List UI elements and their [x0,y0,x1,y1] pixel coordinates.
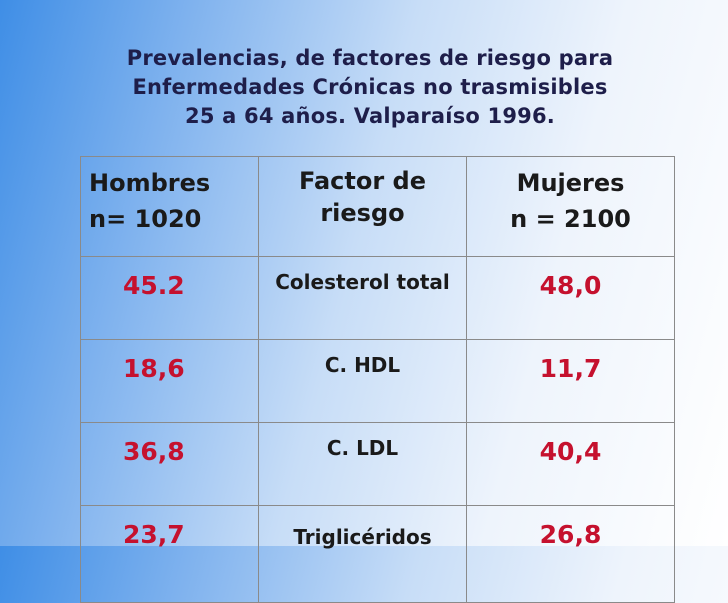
mujeres-value: 40,4 [466,422,675,506]
factor-label: C. LDL [258,422,467,506]
factor-label: Colesterol total [258,256,467,340]
table-row: 36,8 C. LDL 40,4 [80,422,675,506]
header-mujeres-n: n = 2100 [510,205,631,233]
table-row: 18,6 C. HDL 11,7 [80,339,675,423]
hombres-value: 36,8 [80,422,259,506]
hombres-value: 18,6 [80,339,259,423]
hombres-value: 23,7 [80,505,259,603]
title-line-1: Prevalencias, de factores de riesgo para [126,46,614,70]
header-hombres: Hombres n= 1020 [80,156,259,257]
mujeres-value: 48,0 [466,256,675,340]
header-factor: Factor de riesgo [258,156,467,257]
mujeres-value: 26,8 [466,505,675,603]
header-mujeres-label: Mujeres [516,169,625,197]
table-header-row: Hombres n= 1020 Factor de riesgo Mujeres… [80,156,675,257]
title-line-3: 25 a 64 años. Valparaíso 1996. [185,104,555,128]
mujeres-value: 11,7 [466,339,675,423]
hombres-value: 45.2 [80,256,259,340]
header-mujeres: Mujeres n = 2100 [466,156,675,257]
prevalence-table: Hombres n= 1020 Factor de riesgo Mujeres… [80,156,675,603]
table-row: 23,7 Triglicéridos 26,8 [80,505,675,603]
factor-label: C. HDL [258,339,467,423]
factor-label: Triglicéridos [258,505,467,603]
header-hombres-n: n= 1020 [89,205,202,233]
header-hombres-label: Hombres [89,169,211,197]
title-line-2: Enfermedades Crónicas no trasmisibles [132,75,608,99]
slide-title: Prevalencias, de factores de riesgo para… [60,44,680,131]
table-row: 45.2 Colesterol total 48,0 [80,256,675,340]
